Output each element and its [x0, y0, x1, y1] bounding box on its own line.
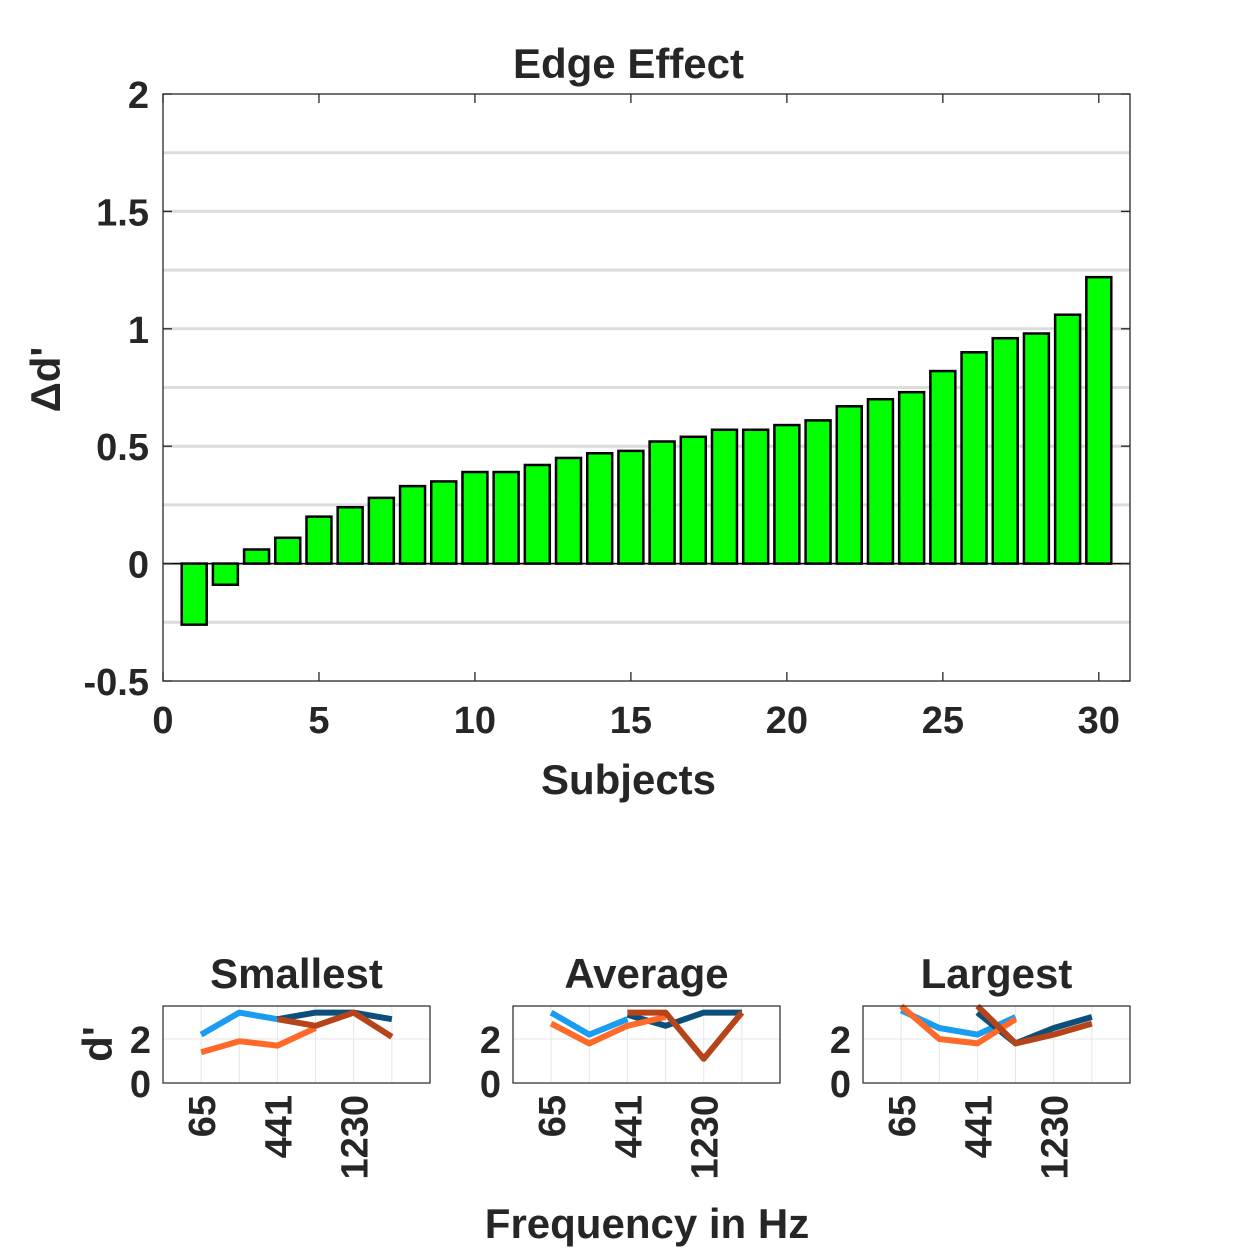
x-tick-label: 1230 [1035, 1095, 1077, 1180]
bar [180, 562, 208, 626]
panel-title: Largest [921, 950, 1073, 997]
panel-title: Average [564, 950, 728, 997]
x-axis-label: Subjects [541, 756, 716, 803]
series-line [549, 1010, 629, 1038]
series-line [199, 1009, 278, 1038]
small-chart-average: 02 65 441 1230 Average [480, 950, 781, 1180]
bar [211, 562, 240, 586]
bar [554, 456, 583, 565]
axes-box [512, 1005, 781, 1084]
small-chart-largest: 02 65 441 1230 Largest [830, 950, 1131, 1180]
shared-x-axis-label: Frequency in Hz [485, 1200, 809, 1247]
x-tick-label: 5 [308, 700, 329, 742]
x-tick-label: 15 [610, 700, 652, 742]
x-tick-label: 1230 [685, 1095, 727, 1180]
x-tick-label: 30 [1078, 700, 1120, 742]
bar [242, 548, 271, 565]
x-tick-label: 20 [766, 700, 808, 742]
bar [1053, 313, 1082, 565]
x-tick-label: 441 [608, 1095, 650, 1158]
bar [398, 484, 427, 565]
bar [430, 480, 458, 565]
bar [461, 470, 489, 565]
bar [773, 423, 801, 565]
small-chart-smallest: 02 65 441 1230 Smallest d' [74, 950, 431, 1180]
axes-box [162, 93, 1131, 682]
y-tick-label: 0 [130, 1064, 151, 1106]
axes-box [162, 1005, 431, 1084]
bar [741, 428, 770, 565]
bar [866, 397, 895, 565]
x-tick-label: 0 [152, 700, 173, 742]
bar [585, 451, 614, 565]
bar [991, 336, 1019, 565]
bar [648, 440, 676, 565]
series-line [276, 1009, 394, 1040]
bar [336, 505, 364, 565]
y-tick-label: 0 [830, 1064, 851, 1106]
bar [710, 428, 739, 565]
bar [679, 435, 708, 565]
x-tick-label: 10 [454, 700, 496, 742]
bar [305, 515, 333, 565]
bar [804, 419, 832, 565]
y-tick-label: 2 [130, 1020, 151, 1062]
x-tick-label: 65 [882, 1095, 924, 1137]
bar [897, 390, 926, 565]
x-tick-label: 441 [258, 1095, 300, 1158]
panel-title: Smallest [210, 950, 383, 997]
bar [617, 449, 645, 565]
bar [1022, 332, 1051, 565]
series-line [276, 1009, 393, 1023]
y-axis-label: d' [74, 1026, 121, 1062]
y-axis-label: Δd' [22, 347, 69, 413]
y-tick-label: 1 [128, 310, 149, 352]
y-tick-label: 1.5 [96, 192, 149, 234]
y-tick-label: -0.5 [84, 662, 149, 704]
x-tick-label: 441 [958, 1095, 1000, 1158]
series-line [975, 1003, 1093, 1047]
x-tick-label: 65 [182, 1095, 224, 1137]
y-tick-label: 0.5 [96, 427, 149, 469]
y-tick-label: 2 [480, 1020, 501, 1062]
y-tick-label: 0 [480, 1064, 501, 1106]
series-line [200, 1025, 317, 1056]
y-tick-label: 2 [830, 1020, 851, 1062]
bar [929, 369, 957, 565]
bar [960, 351, 988, 565]
bar [1085, 275, 1113, 565]
chart-title: Edge Effect [513, 40, 744, 87]
series-line [627, 1009, 745, 1062]
series-line [549, 1014, 667, 1047]
series-line [899, 1003, 1018, 1047]
bar [274, 536, 302, 565]
bar [492, 470, 520, 565]
bar [835, 405, 863, 565]
y-tick-label: 0 [128, 545, 149, 587]
axes-box [862, 1005, 1131, 1084]
bar [523, 463, 552, 565]
x-tick-label: 65 [532, 1095, 574, 1137]
y-tick-label: 2 [128, 75, 149, 117]
bar [367, 496, 396, 565]
x-tick-label: 25 [922, 700, 964, 742]
x-tick-label: 1230 [335, 1095, 377, 1180]
